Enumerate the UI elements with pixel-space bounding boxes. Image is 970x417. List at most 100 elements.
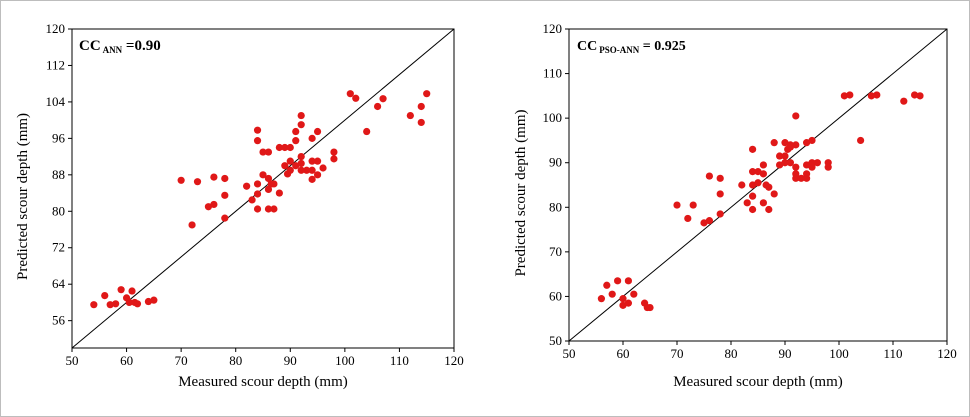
data-point <box>204 203 213 211</box>
data-point <box>330 148 338 156</box>
data-point <box>759 199 768 207</box>
x-tick-label: 110 <box>883 346 902 361</box>
data-point <box>264 205 273 213</box>
data-point <box>128 287 136 295</box>
data-point <box>781 152 789 160</box>
y-tick-label: 90 <box>549 155 562 170</box>
data-point <box>313 157 322 165</box>
data-point <box>117 286 125 294</box>
data-point <box>765 205 773 214</box>
data-point <box>630 290 638 298</box>
data-point <box>738 181 746 189</box>
data-point <box>221 191 229 199</box>
data-point <box>297 159 305 168</box>
data-point <box>270 180 278 188</box>
data-point <box>292 127 300 136</box>
x-tick-label: 80 <box>229 353 242 368</box>
data-point <box>308 134 316 142</box>
y-tick-label: 110 <box>543 66 562 81</box>
data-point <box>619 295 627 303</box>
cc-annotation: CC ANN =0.90 <box>79 38 161 55</box>
x-tick-label: 90 <box>284 353 297 368</box>
data-point <box>90 301 98 309</box>
data-point <box>264 185 273 194</box>
data-point <box>275 143 283 152</box>
data-point <box>759 170 768 178</box>
data-point <box>346 90 354 98</box>
x-tick-label: 60 <box>120 353 133 368</box>
x-tick-label: 120 <box>937 346 957 361</box>
data-point <box>423 90 431 98</box>
data-point <box>330 155 338 163</box>
data-point <box>286 143 294 152</box>
data-point <box>101 291 109 300</box>
data-point <box>248 196 256 204</box>
data-point <box>275 189 283 197</box>
data-point <box>603 281 611 289</box>
data-point <box>308 157 316 165</box>
data-point <box>911 91 919 99</box>
data-point <box>286 166 294 174</box>
data-point <box>297 166 305 174</box>
chart-ann: 50 60 70 80 90 100 110 120 56 64 72 80 88 96 104 112 120… <box>15 21 464 390</box>
data-point <box>846 91 854 99</box>
data-point <box>824 163 832 171</box>
y-tick-label: 72 <box>52 240 65 255</box>
data-point <box>253 137 262 145</box>
data-point <box>673 201 681 209</box>
plot-frame <box>71 28 455 349</box>
data-point <box>619 301 627 309</box>
data-point <box>792 112 800 120</box>
data-point <box>297 153 305 161</box>
data-point <box>786 143 795 151</box>
data-point <box>716 174 724 182</box>
data-point <box>705 217 714 225</box>
y-tick-label: 64 <box>52 276 66 291</box>
data-point <box>754 179 762 187</box>
data-point <box>253 190 262 198</box>
y-tick-label: 56 <box>52 313 66 328</box>
cc-subscript: PSO-ANN <box>599 45 639 55</box>
y-tick-label: 100 <box>543 110 563 125</box>
data-point <box>363 127 371 136</box>
y-tick-label: 80 <box>549 199 562 214</box>
data-point <box>281 143 289 152</box>
data-point <box>867 92 876 100</box>
data-point <box>749 168 757 176</box>
data-point <box>264 148 273 156</box>
data-point <box>624 277 633 285</box>
data-point <box>705 172 714 180</box>
data-point <box>112 300 120 308</box>
data-point <box>857 136 865 145</box>
data-point <box>689 201 697 209</box>
data-point <box>716 210 724 218</box>
data-point <box>210 173 218 181</box>
data-point <box>259 171 267 179</box>
plot-frame <box>568 28 948 342</box>
data-point <box>716 190 724 198</box>
data-point <box>873 91 881 99</box>
x-tick-label: 50 <box>563 346 576 361</box>
data-point <box>125 298 133 307</box>
data-point <box>749 145 757 153</box>
data-point <box>797 174 805 182</box>
data-point <box>297 111 305 120</box>
data-point <box>133 300 142 308</box>
data-point <box>840 92 849 100</box>
data-point <box>193 178 202 186</box>
data-point <box>313 171 322 179</box>
data-point <box>770 190 778 198</box>
data-point <box>270 205 278 213</box>
reference-line <box>71 28 455 349</box>
cc-prefix: CC <box>79 38 101 54</box>
y-tick-label: 104 <box>46 94 66 109</box>
y-axis-label: Predicted scour depth (mm) <box>15 113 31 280</box>
y-tick-label: 120 <box>543 21 563 36</box>
data-point <box>786 159 795 167</box>
y-tick-label: 96 <box>52 130 66 145</box>
x-axis-label: Measured scour depth (mm) <box>178 374 348 390</box>
data-point <box>281 162 289 170</box>
data-point <box>900 97 908 105</box>
y-tick-label: 50 <box>549 333 562 348</box>
